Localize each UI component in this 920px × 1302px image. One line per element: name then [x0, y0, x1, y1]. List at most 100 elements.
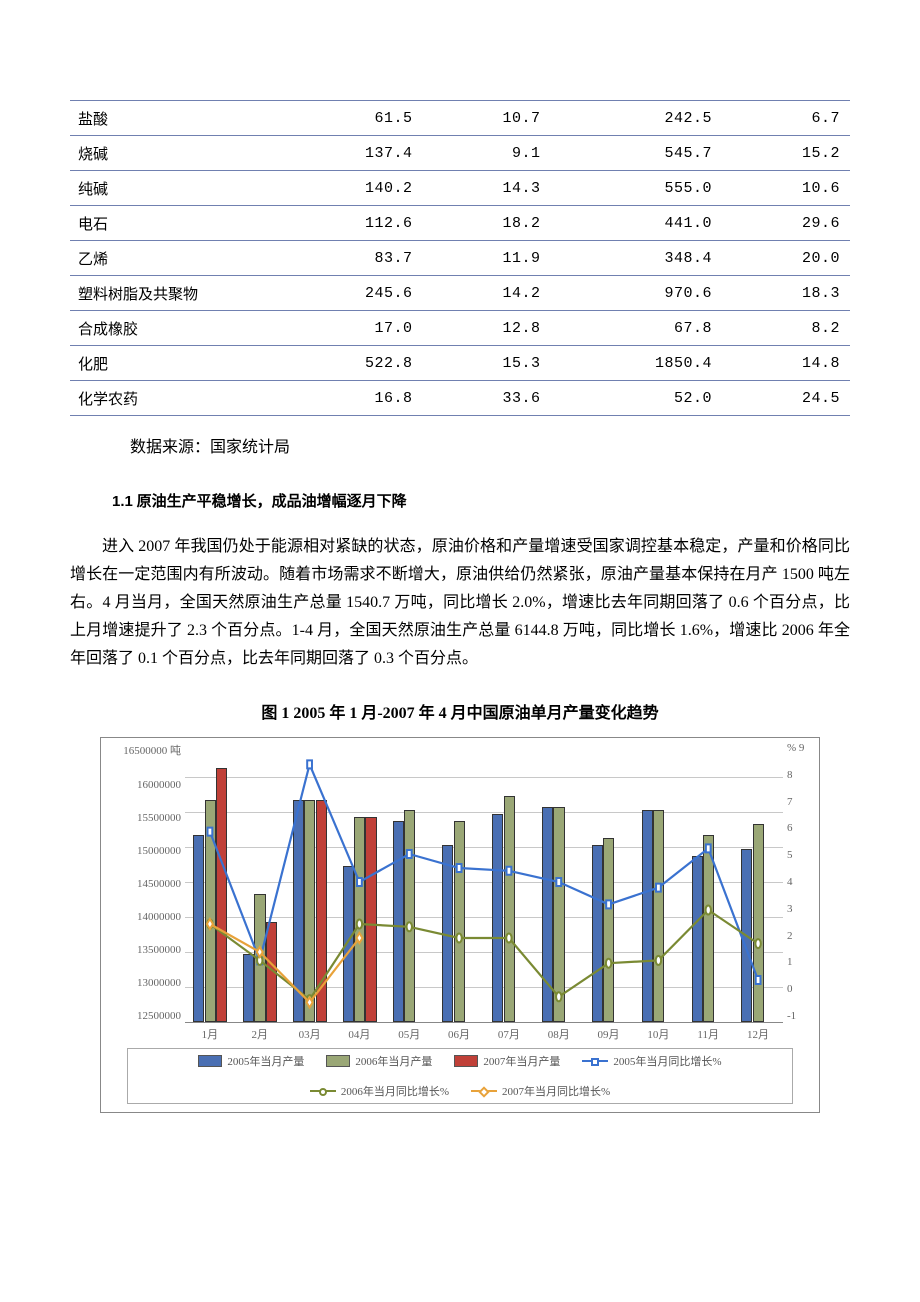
cell-col-3: 1850.4 [551, 346, 722, 381]
cell-col-1: 137.4 [273, 136, 423, 171]
y-right-tick: 8 [787, 769, 813, 781]
y-left-tick: 16500000 吨 [107, 742, 181, 758]
cell-col-1: 83.7 [273, 241, 423, 276]
y-left-tick: 14000000 [107, 911, 181, 923]
x-tick: 08月 [534, 1022, 584, 1042]
table-row: 化学农药16.833.652.024.5 [70, 381, 850, 416]
y-right-tick: 0 [787, 983, 813, 995]
legend-label: 2005年当月产量 [227, 1053, 304, 1069]
chart-frame: 16500000 吨160000001550000015000000145000… [100, 737, 820, 1113]
x-tick: 07月 [484, 1022, 534, 1042]
cell-name: 合成橡胶 [70, 311, 273, 346]
x-tick: 1月 [185, 1022, 235, 1042]
cell-col-2: 10.7 [423, 101, 551, 136]
y-left-tick: 13000000 [107, 977, 181, 989]
x-axis: 1月2月03月04月05月06月07月08月09月10月11月12月 [185, 1022, 783, 1042]
cell-col-2: 14.3 [423, 171, 551, 206]
chart: 16500000 吨160000001550000015000000145000… [100, 737, 820, 1113]
cell-col-4: 8.2 [722, 311, 850, 346]
cell-col-4: 29.6 [722, 206, 850, 241]
table-row: 乙烯83.711.9348.420.0 [70, 241, 850, 276]
y-left-tick: 16000000 [107, 779, 181, 791]
cell-col-4: 20.0 [722, 241, 850, 276]
cell-name: 化肥 [70, 346, 273, 381]
table-row: 烧碱137.49.1545.715.2 [70, 136, 850, 171]
swatch-icon [198, 1055, 222, 1067]
cell-name: 烧碱 [70, 136, 273, 171]
plot-area [185, 742, 783, 1022]
cell-col-4: 10.6 [722, 171, 850, 206]
chart-title: 图 1 2005 年 1 月-2007 年 4 月中国原油单月产量变化趋势 [70, 699, 850, 723]
x-tick: 10月 [633, 1022, 683, 1042]
table-row: 纯碱140.214.3555.010.6 [70, 171, 850, 206]
y-right-tick: 7 [787, 796, 813, 808]
cell-col-4: 24.5 [722, 381, 850, 416]
y-right-tick: 4 [787, 876, 813, 888]
data-table: 盐酸61.510.7242.56.7烧碱137.49.1545.715.2纯碱1… [70, 100, 850, 416]
swatch-icon [582, 1060, 608, 1062]
x-tick: 12月 [733, 1022, 783, 1042]
cell-col-3: 242.5 [551, 101, 722, 136]
x-tick: 11月 [683, 1022, 733, 1042]
cell-col-2: 18.2 [423, 206, 551, 241]
cell-col-1: 522.8 [273, 346, 423, 381]
cell-name: 盐酸 [70, 101, 273, 136]
legend-label: 2005年当月同比增长% [613, 1053, 721, 1069]
cell-col-1: 61.5 [273, 101, 423, 136]
legend-item: 2007年当月产量 [454, 1053, 560, 1069]
legend-item: 2005年当月同比增长% [582, 1053, 721, 1069]
y-right-tick: % 9 [787, 742, 813, 754]
cell-name: 电石 [70, 206, 273, 241]
cell-col-4: 18.3 [722, 276, 850, 311]
cell-col-2: 14.2 [423, 276, 551, 311]
section-title: 原油生产平稳增长，成品油增幅逐月下降 [137, 494, 407, 510]
cell-col-2: 9.1 [423, 136, 551, 171]
legend-label: 2006年当月产量 [355, 1053, 432, 1069]
cell-col-1: 140.2 [273, 171, 423, 206]
table-row: 塑料树脂及共聚物245.614.2970.618.3 [70, 276, 850, 311]
legend: 2005年当月产量2006年当月产量2007年当月产量2005年当月同比增长%2… [127, 1048, 793, 1104]
y-left-tick: 14500000 [107, 878, 181, 890]
y-left-tick: 15000000 [107, 845, 181, 857]
swatch-icon [310, 1090, 336, 1092]
section-number: 1.1 [112, 493, 133, 510]
cell-name: 化学农药 [70, 381, 273, 416]
cell-name: 塑料树脂及共聚物 [70, 276, 273, 311]
cell-col-1: 16.8 [273, 381, 423, 416]
cell-col-3: 545.7 [551, 136, 722, 171]
y-right-tick: 3 [787, 903, 813, 915]
swatch-icon [454, 1055, 478, 1067]
data-table-body: 盐酸61.510.7242.56.7烧碱137.49.1545.715.2纯碱1… [70, 101, 850, 416]
line-layer [185, 742, 783, 1022]
table-row: 电石112.618.2441.029.6 [70, 206, 850, 241]
source-label: 数据来源：国家统计局 [130, 434, 850, 462]
table-row: 盐酸61.510.7242.56.7 [70, 101, 850, 136]
y-left-tick: 13500000 [107, 944, 181, 956]
legend-label: 2007年当月同比增长% [502, 1083, 610, 1099]
cell-name: 纯碱 [70, 171, 273, 206]
legend-label: 2007年当月产量 [483, 1053, 560, 1069]
y-axis-left: 16500000 吨160000001550000015000000145000… [107, 742, 185, 1022]
cell-name: 乙烯 [70, 241, 273, 276]
table-row: 化肥522.815.31850.414.8 [70, 346, 850, 381]
cell-col-3: 52.0 [551, 381, 722, 416]
cell-col-1: 17.0 [273, 311, 423, 346]
document-page: 盐酸61.510.7242.56.7烧碱137.49.1545.715.2纯碱1… [0, 0, 920, 1173]
legend-label: 2006年当月同比增长% [341, 1083, 449, 1099]
cell-col-2: 11.9 [423, 241, 551, 276]
plot-row: 16500000 吨160000001550000015000000145000… [107, 742, 813, 1022]
cell-col-2: 15.3 [423, 346, 551, 381]
x-tick: 09月 [584, 1022, 634, 1042]
cell-col-3: 67.8 [551, 311, 722, 346]
body-paragraph: 进入 2007 年我国仍处于能源相对紧缺的状态，原油价格和产量增速受国家调控基本… [70, 533, 850, 673]
cell-col-3: 555.0 [551, 171, 722, 206]
y-left-tick: 12500000 [107, 1010, 181, 1022]
x-tick: 2月 [235, 1022, 285, 1042]
y-right-tick: 2 [787, 930, 813, 942]
table-row: 合成橡胶17.012.867.88.2 [70, 311, 850, 346]
cell-col-4: 15.2 [722, 136, 850, 171]
swatch-icon [326, 1055, 350, 1067]
x-tick: 05月 [384, 1022, 434, 1042]
legend-item: 2007年当月同比增长% [471, 1083, 610, 1099]
x-tick: 06月 [434, 1022, 484, 1042]
